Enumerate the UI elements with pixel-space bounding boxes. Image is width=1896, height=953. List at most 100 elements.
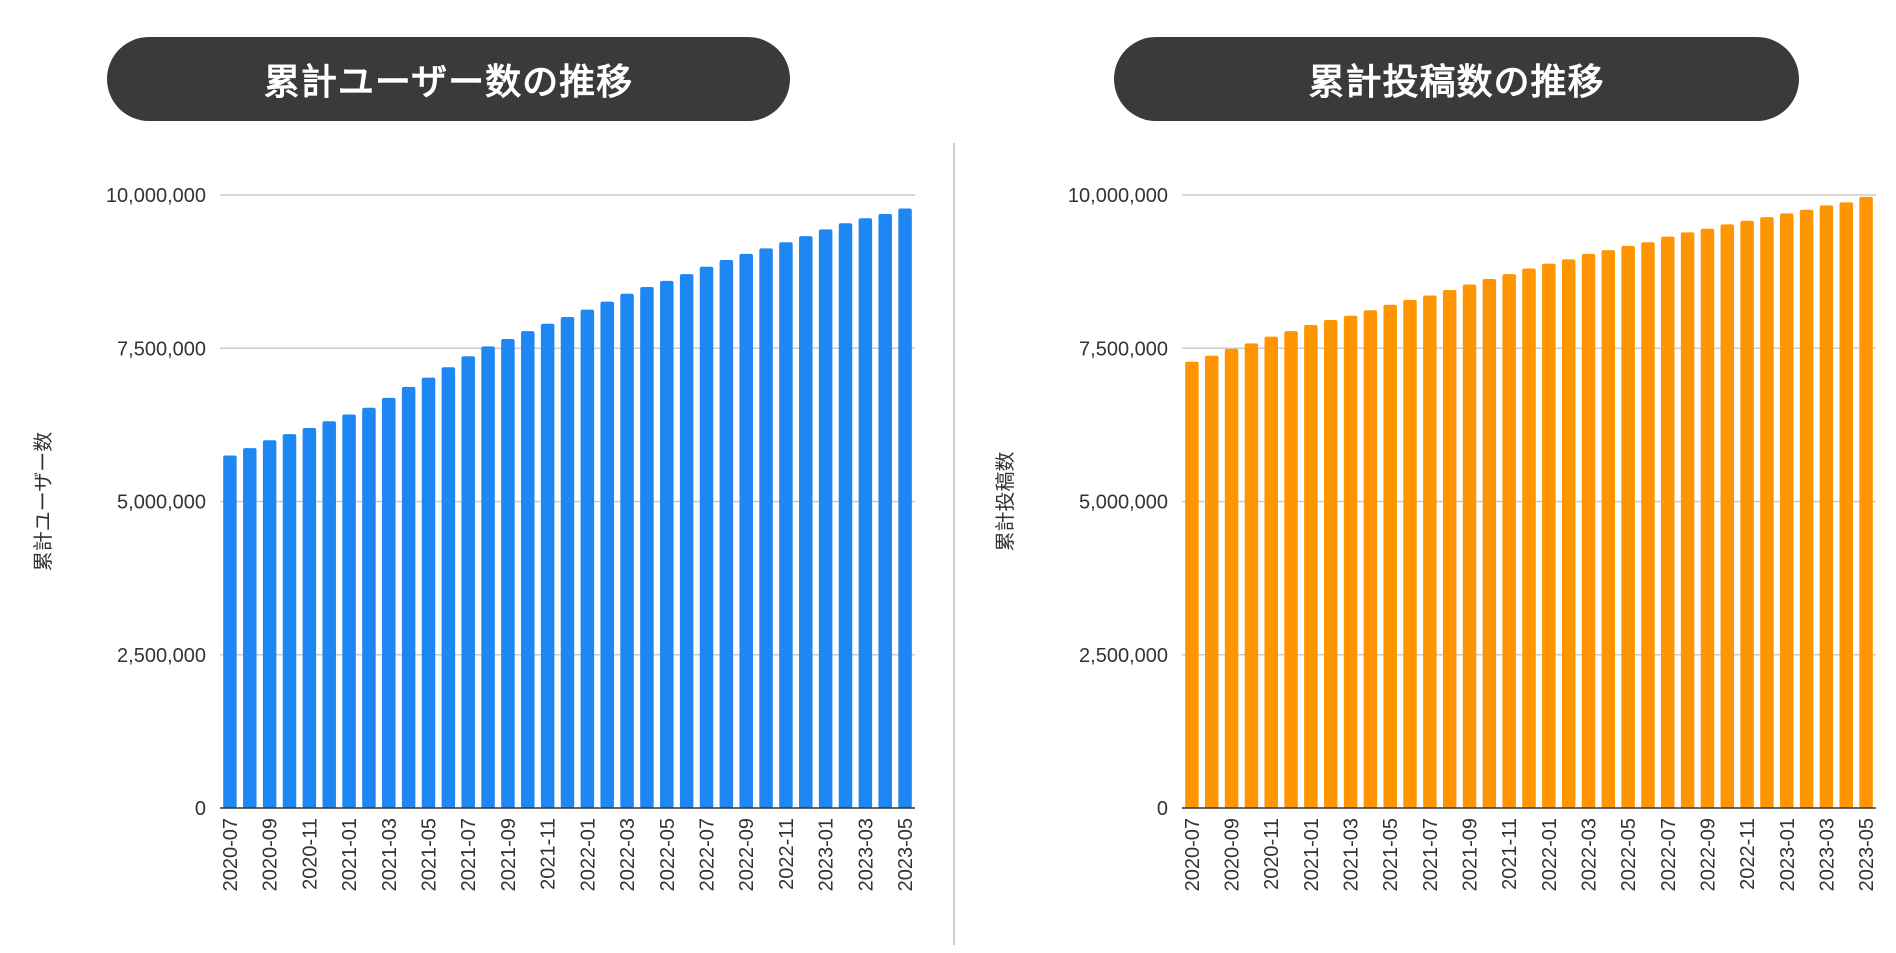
x-tick-label: 2021-11 xyxy=(1499,818,1521,890)
bar xyxy=(600,301,614,808)
x-tick-label: 2020-11 xyxy=(1261,818,1283,890)
bar xyxy=(1462,284,1477,808)
bar xyxy=(699,266,714,808)
x-tick-label: 2021-03 xyxy=(379,818,401,891)
bar xyxy=(421,377,436,808)
bar xyxy=(1442,290,1457,808)
bar xyxy=(1343,315,1358,808)
y-tick-label: 2,500,000 xyxy=(1079,645,1168,667)
bar xyxy=(342,414,356,808)
y-tick-label: 0 xyxy=(1157,798,1168,820)
bar xyxy=(441,367,456,808)
bar xyxy=(1244,343,1259,808)
x-tick-label: 2022-03 xyxy=(1578,818,1600,891)
bar xyxy=(759,248,773,808)
x-tick-label: 2022-09 xyxy=(736,818,758,891)
x-tick-label: 2023-05 xyxy=(895,818,917,891)
x-tick-label: 2022-09 xyxy=(1697,818,1719,891)
bar xyxy=(1780,213,1794,808)
bar xyxy=(660,280,674,808)
x-tick-label: 2023-01 xyxy=(1777,818,1799,891)
y-tick-label: 5,000,000 xyxy=(117,492,206,514)
x-tick-label: 2022-03 xyxy=(617,818,639,891)
bar xyxy=(540,323,555,808)
bar xyxy=(1601,250,1616,809)
x-tick-label: 2020-09 xyxy=(260,818,282,891)
bar xyxy=(1264,336,1278,808)
bar xyxy=(282,434,297,808)
x-tick-label: 2021-07 xyxy=(458,818,480,891)
x-tick-label: 2022-01 xyxy=(577,818,599,891)
x-tick-label: 2022-07 xyxy=(1658,818,1680,891)
x-tick-label: 2021-01 xyxy=(339,818,361,891)
bar xyxy=(302,427,317,808)
bar xyxy=(362,407,376,808)
chart-title-users: 累計ユーザー数の推移 xyxy=(107,37,790,121)
bar xyxy=(739,253,753,808)
bar xyxy=(322,421,336,808)
bar xyxy=(481,346,495,808)
x-tick-label: 2022-07 xyxy=(697,818,719,891)
bar xyxy=(1423,295,1437,809)
bar xyxy=(1760,217,1774,808)
bar xyxy=(1839,202,1853,808)
y-tick-label: 0 xyxy=(195,798,206,820)
bar xyxy=(838,223,853,808)
panel-divider xyxy=(953,143,955,945)
bar xyxy=(1403,299,1417,808)
bar xyxy=(878,214,892,809)
bar xyxy=(1383,304,1397,808)
bar xyxy=(1680,232,1695,808)
x-tick-label: 2021-03 xyxy=(1341,818,1363,891)
y-tick-label: 5,000,000 xyxy=(1079,492,1168,514)
bar xyxy=(382,397,396,808)
x-tick-label: 2022-01 xyxy=(1539,818,1561,891)
bar xyxy=(1621,245,1635,808)
y-tick-label: 7,500,000 xyxy=(1079,338,1168,360)
y-tick-label: 10,000,000 xyxy=(106,185,206,207)
y-axis-title: 累計投稿数 xyxy=(993,452,1017,552)
x-tick-label: 2022-05 xyxy=(657,818,679,891)
bar xyxy=(461,356,475,808)
bar xyxy=(243,448,257,808)
bar xyxy=(262,440,277,808)
bar xyxy=(1205,355,1219,808)
x-tick-label: 2023-03 xyxy=(1816,818,1838,891)
bar xyxy=(1740,220,1754,809)
bar xyxy=(1661,236,1675,808)
chart-title-posts: 累計投稿数の推移 xyxy=(1114,37,1799,121)
x-tick-label: 2022-11 xyxy=(1737,818,1759,890)
x-tick-label: 2023-01 xyxy=(816,818,838,891)
bar xyxy=(858,218,873,808)
x-tick-label: 2023-03 xyxy=(855,818,877,891)
bar xyxy=(521,331,535,808)
x-tick-label: 2020-11 xyxy=(299,818,321,890)
bar xyxy=(640,286,654,808)
bar xyxy=(1641,242,1655,809)
bar xyxy=(1581,253,1596,808)
bar xyxy=(679,274,694,808)
bar xyxy=(1284,331,1298,808)
y-tick-label: 2,500,000 xyxy=(117,645,206,667)
x-tick-label: 2021-01 xyxy=(1301,818,1323,891)
bar xyxy=(1720,224,1735,808)
bar xyxy=(501,339,515,808)
x-tick-label: 2021-05 xyxy=(419,818,441,891)
x-tick-label: 2022-11 xyxy=(776,818,798,890)
bar xyxy=(1224,348,1239,808)
x-tick-label: 2021-11 xyxy=(538,818,560,890)
x-tick-label: 2023-05 xyxy=(1856,818,1878,891)
bar xyxy=(898,208,912,809)
x-tick-label: 2020-09 xyxy=(1222,818,1244,891)
bar xyxy=(401,386,416,808)
bar xyxy=(1859,196,1873,809)
bar xyxy=(1304,324,1318,808)
x-tick-label: 2021-07 xyxy=(1420,818,1442,891)
x-tick-label: 2020-07 xyxy=(1182,818,1204,891)
bar xyxy=(1482,278,1497,809)
bar xyxy=(1542,263,1556,808)
y-axis-title: 累計ユーザー数 xyxy=(31,432,55,572)
bar xyxy=(1561,259,1576,808)
bar xyxy=(818,229,833,808)
